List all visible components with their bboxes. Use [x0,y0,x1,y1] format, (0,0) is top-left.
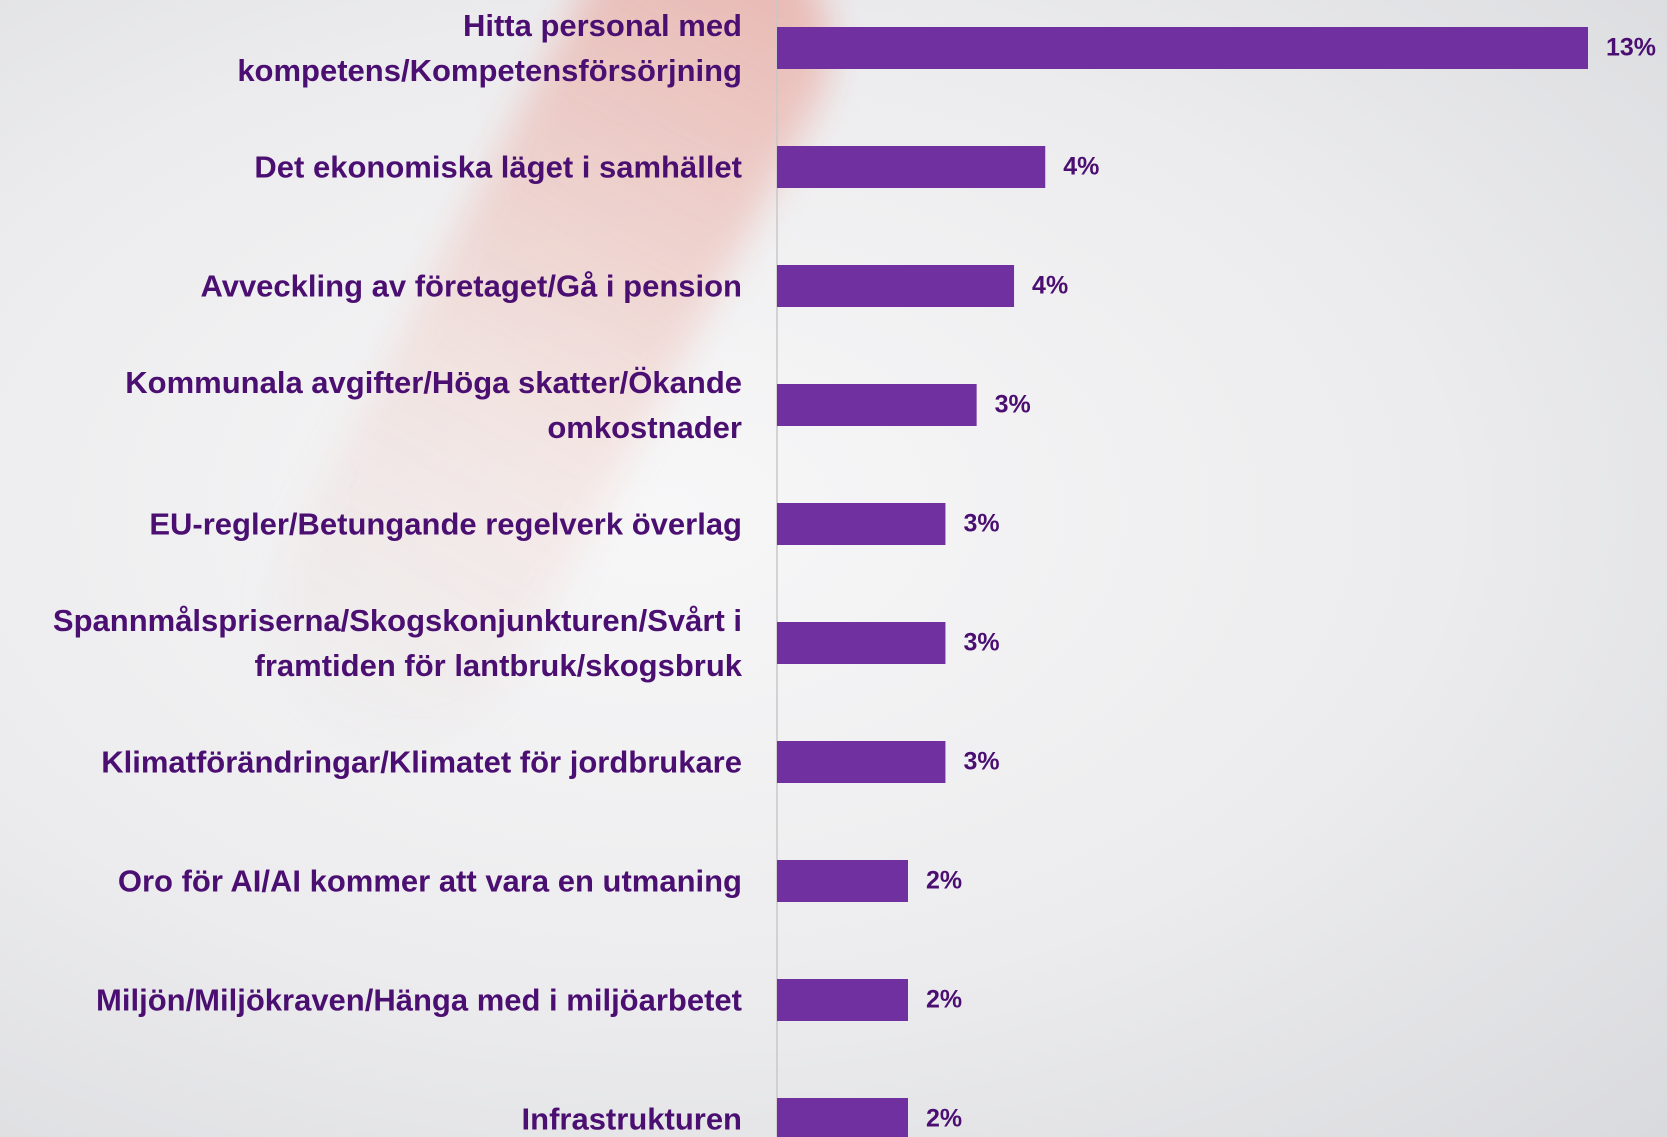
category-label: Avveckling av företaget/Gå i pension [200,268,742,304]
bar [777,622,946,664]
category-label: Oro för AI/AI kommer att vara en utmanin… [117,863,742,899]
category-label: Spannmålspriserna/Skogskonjunkturen/Svår… [52,603,742,683]
category-label: EU-regler/Betungande regelverk överlag [149,506,742,542]
value-label: 2% [926,1105,962,1133]
bar [777,265,1015,307]
category-label: Infrastrukturen [521,1101,742,1137]
bar [777,146,1046,188]
category-label: Kommunala avgifter/Höga skatter/Ökande o… [125,365,742,445]
value-label: 4% [1063,153,1099,181]
value-label: 3% [963,510,999,538]
category-label: Hitta personal med kompetens/Kompetensfö… [237,8,742,88]
bar [777,503,946,545]
bar [777,741,946,783]
bar [777,27,1588,69]
bar [777,1098,909,1137]
value-label: 3% [963,629,999,657]
value-label: 3% [995,391,1031,419]
category-label: Klimatförändringar/Klimatet för jordbruk… [101,744,742,780]
value-label: 13% [1606,34,1656,62]
value-label: 2% [926,867,962,895]
value-label: 2% [926,986,962,1014]
value-label: 3% [963,748,999,776]
bar [777,979,909,1021]
category-label: Miljön/Miljökraven/Hänga med i miljöarbe… [96,982,742,1018]
category-label: Det ekonomiska läget i samhället [254,149,742,185]
value-label: 4% [1032,272,1068,300]
bar [777,384,977,426]
bar [777,860,909,902]
